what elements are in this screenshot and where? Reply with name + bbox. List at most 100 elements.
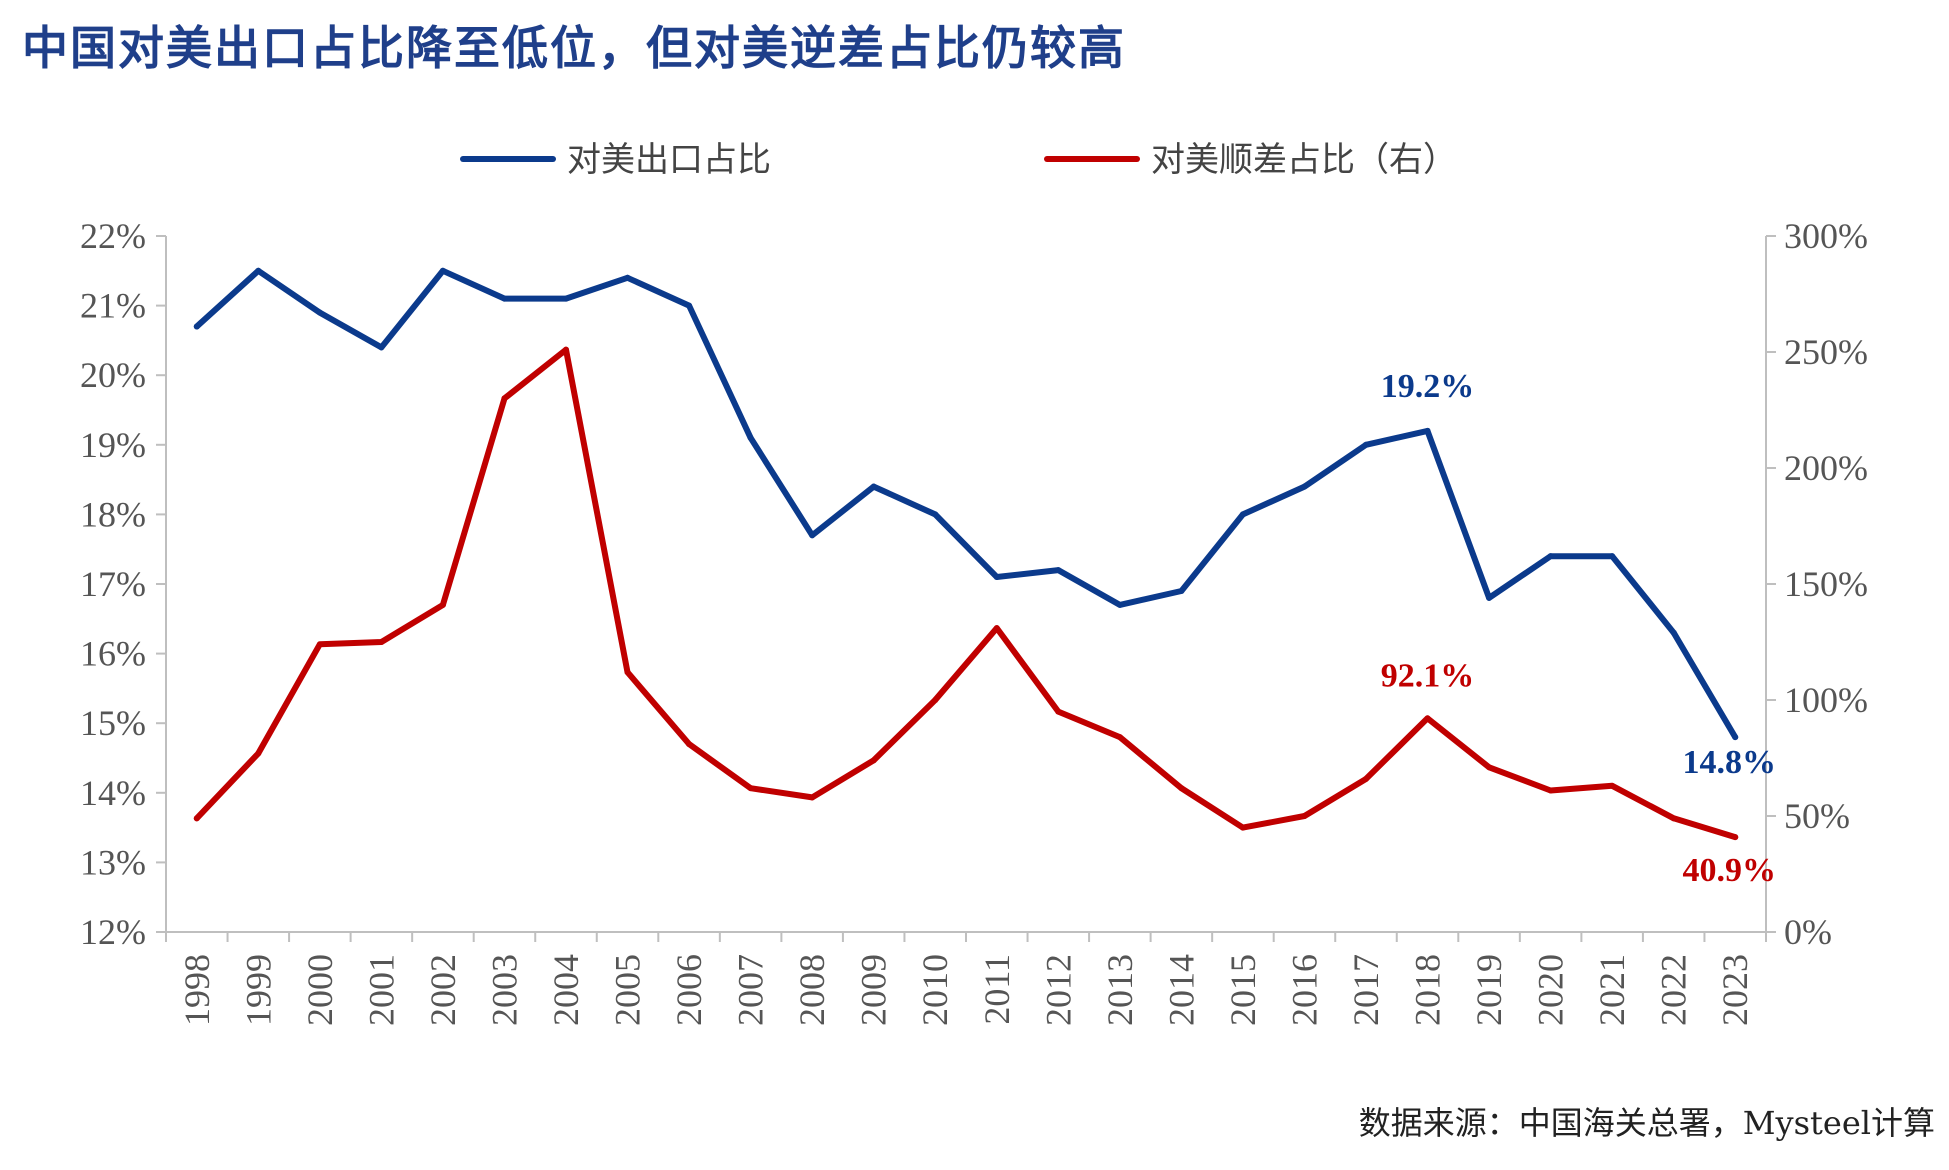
data-label: 40.9% xyxy=(1682,852,1776,889)
series-0-point xyxy=(870,483,877,490)
series-0-point xyxy=(809,532,816,539)
x-tick-label: 2000 xyxy=(300,954,340,1026)
series-1-point xyxy=(1363,775,1369,782)
series-1-point xyxy=(932,697,939,703)
series-1-point xyxy=(1178,785,1185,792)
series-1-point xyxy=(193,815,200,822)
series-lines xyxy=(193,267,1739,841)
series-1-point xyxy=(378,639,385,645)
left-tick-label: 12% xyxy=(80,912,146,952)
series-0-point xyxy=(1609,553,1616,560)
left-tick-label: 19% xyxy=(80,425,146,465)
left-tick-label: 16% xyxy=(80,634,146,674)
series-0-point xyxy=(1547,553,1554,560)
series-1-point xyxy=(1670,815,1677,822)
series-1-point xyxy=(1239,824,1246,831)
series-1-point xyxy=(624,669,631,676)
axes: 12% 13% 14% 15% 16% 17% 18% 19% 20% 21% 22% 0% 50% 10… xyxy=(80,216,1868,1026)
series-0-point xyxy=(993,574,1000,581)
series-1-point xyxy=(1055,708,1062,715)
series-1-point xyxy=(1424,715,1431,722)
x-tick-label: 1999 xyxy=(238,954,278,1026)
series-0-point xyxy=(1116,601,1123,608)
data-label: 19.2% xyxy=(1381,368,1475,405)
series-1-point xyxy=(1301,813,1308,819)
x-tick-label: 2014 xyxy=(1161,954,1201,1026)
series-0-point xyxy=(501,295,508,302)
x-tick-label: 2021 xyxy=(1592,954,1632,1026)
data-labels: 19.2% 14.8% 92.1% 40.9% xyxy=(1381,368,1776,889)
right-tick-label: 200% xyxy=(1784,448,1868,488)
series-0-point xyxy=(563,295,569,302)
x-tick-label: 2002 xyxy=(423,954,463,1026)
left-tick-label: 18% xyxy=(80,494,146,534)
series-1-point xyxy=(747,785,754,792)
left-tick-label: 21% xyxy=(80,286,146,326)
series-line-0 xyxy=(193,267,1739,741)
series-0-point xyxy=(439,267,446,274)
x-tick-label: 2020 xyxy=(1531,954,1571,1026)
series-1-point xyxy=(255,750,262,757)
series-0-point xyxy=(193,323,200,330)
series-1-point xyxy=(1732,834,1739,841)
series-0-point xyxy=(1363,441,1369,448)
x-tick-label: 2015 xyxy=(1223,954,1263,1026)
x-tick-label: 2013 xyxy=(1100,954,1140,1026)
series-0-point xyxy=(624,274,631,281)
x-tick-label: 2006 xyxy=(669,954,709,1026)
chart-title: 中国对美出口占比降至低位，但对美逆差占比仍较高 xyxy=(22,21,1126,75)
series-1-point xyxy=(809,794,816,801)
series-1-point xyxy=(1547,787,1554,794)
series-0-point xyxy=(1486,594,1493,601)
x-tick-label: 2017 xyxy=(1346,954,1386,1026)
x-tick-label: 2007 xyxy=(731,954,771,1026)
x-tick-label: 2004 xyxy=(546,954,586,1026)
series-0-point xyxy=(1055,567,1062,574)
series-0-point xyxy=(1732,734,1739,741)
series-1-point xyxy=(870,757,877,764)
series-0-point xyxy=(686,302,693,309)
series-1-point xyxy=(1609,782,1616,789)
series-1-point xyxy=(439,601,446,608)
legend: 对美出口占比 对美顺差占比（右） xyxy=(460,140,1457,180)
x-tick-label: 2009 xyxy=(854,954,894,1026)
series-0-point xyxy=(316,309,323,316)
x-tick-label: 1998 xyxy=(177,954,217,1026)
x-tick-label: 2008 xyxy=(792,954,832,1026)
x-tick-label: 2019 xyxy=(1469,954,1509,1026)
series-1-point xyxy=(316,641,323,648)
legend-label-0: 对美出口占比 xyxy=(567,140,771,180)
right-tick-label: 300% xyxy=(1784,216,1868,256)
source-note: 数据来源：中国海关总署，Mysteel计算 xyxy=(1358,1104,1935,1142)
series-line-1 xyxy=(193,346,1739,841)
x-tick-label: 2011 xyxy=(977,954,1017,1025)
series-1-point xyxy=(563,346,569,353)
series-0-point xyxy=(1670,629,1677,636)
x-tick-label: 2003 xyxy=(484,954,524,1026)
series-0-point xyxy=(1178,587,1185,594)
series-0-point xyxy=(378,344,385,351)
legend-label-1: 对美顺差占比（右） xyxy=(1151,140,1457,180)
series-1-point xyxy=(1116,734,1123,741)
right-tick-label: 100% xyxy=(1784,680,1868,720)
x-tick-label: 2012 xyxy=(1038,954,1078,1026)
series-0-point xyxy=(255,267,262,274)
right-tick-label: 50% xyxy=(1784,796,1850,836)
series-0-point xyxy=(1424,427,1431,434)
x-tick-label: 2023 xyxy=(1715,954,1755,1026)
series-1-point xyxy=(686,741,693,748)
data-label: 92.1% xyxy=(1381,657,1475,694)
series-1-point xyxy=(1486,764,1493,771)
right-tick-label: 250% xyxy=(1784,332,1868,372)
x-tick-label: 2016 xyxy=(1284,954,1324,1026)
series-0-point xyxy=(747,434,754,441)
data-label: 14.8% xyxy=(1682,744,1776,781)
series-0-point xyxy=(1239,511,1246,518)
x-tick-label: 2018 xyxy=(1408,954,1448,1026)
series-1-point xyxy=(993,625,1000,632)
series-0-point xyxy=(1301,483,1308,490)
series-0-point xyxy=(932,511,939,518)
right-tick-label: 150% xyxy=(1784,564,1868,604)
x-tick-label: 2010 xyxy=(915,954,955,1026)
